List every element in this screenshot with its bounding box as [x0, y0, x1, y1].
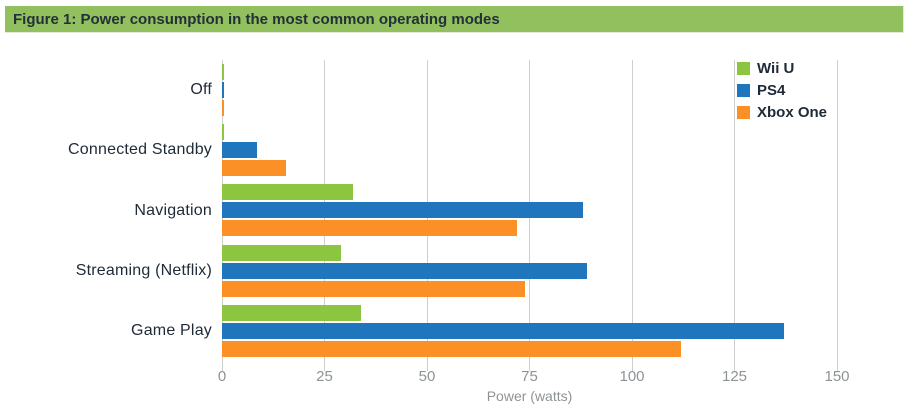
x-tick-label-25: 25	[316, 368, 333, 385]
x-tick-label-100: 100	[619, 368, 645, 385]
x-tick-label-125: 125	[721, 368, 748, 385]
legend-item-ps4: PS4	[737, 79, 827, 101]
x-tick-label-150: 150	[824, 368, 850, 385]
x-tick-label-50: 50	[418, 368, 436, 385]
bar-ps4-streaming-netflix	[222, 262, 587, 279]
legend-item-xbox-one: Xbox One	[737, 101, 827, 123]
plot-area	[221, 60, 838, 371]
bar-wii-u-navigation	[222, 184, 354, 201]
bar-ps4-off	[222, 82, 225, 98]
bar-xbox-one-game-play	[222, 340, 682, 357]
bar-ps4-navigation	[222, 202, 583, 219]
bar-xbox-one-streaming-netflix	[222, 280, 526, 297]
x-axis-title: Power (watts)	[486, 388, 573, 404]
bar-wii-u-game-play	[222, 304, 362, 321]
legend-label-wii-u: Wii U	[757, 59, 795, 77]
figure-title: Figure 1: Power consumption in the most …	[5, 6, 904, 33]
x-tick-label-75: 75	[521, 368, 538, 385]
category-label-connected-standby: Connected Standby	[68, 141, 212, 159]
bar-ps4-connected-standby	[222, 142, 257, 159]
gridline-100	[631, 60, 633, 371]
category-label-off: Off	[190, 81, 212, 99]
category-label-streaming-netflix: Streaming (Netflix)	[75, 261, 212, 279]
bar-wii-u-connected-standby	[222, 124, 224, 141]
gridline-150	[836, 60, 838, 371]
gridline-125	[734, 60, 735, 371]
bar-xbox-one-connected-standby	[222, 160, 287, 177]
x-tick-label-0: 0	[217, 368, 227, 385]
bar-xbox-one-off	[222, 100, 225, 116]
category-label-navigation: Navigation	[134, 201, 212, 219]
legend-label-ps4: PS4	[757, 81, 786, 99]
bar-wii-u-off	[222, 64, 224, 80]
legend-swatch-wii-u	[737, 61, 750, 75]
bar-ps4-game-play	[222, 322, 784, 339]
bar-wii-u-streaming-netflix	[222, 244, 341, 261]
legend-swatch-ps4	[737, 83, 750, 97]
legend-label-xbox-one: Xbox One	[757, 103, 828, 121]
legend: Wii U PS4 Xbox One	[737, 57, 827, 123]
legend-item-wii-u: Wii U	[737, 57, 827, 79]
legend-swatch-xbox-one	[737, 105, 750, 119]
category-label-game-play: Game Play	[131, 321, 212, 339]
bar-xbox-one-navigation	[222, 220, 518, 237]
